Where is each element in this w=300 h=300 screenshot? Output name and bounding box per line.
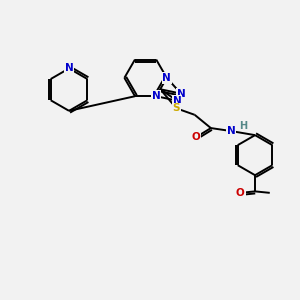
Text: O: O: [191, 133, 200, 142]
Text: N: N: [65, 63, 74, 74]
Text: N: N: [172, 96, 181, 106]
Text: S: S: [173, 103, 180, 113]
Text: N: N: [177, 88, 185, 99]
Text: H: H: [239, 121, 247, 131]
Text: O: O: [236, 188, 245, 198]
Text: N: N: [162, 73, 171, 83]
Text: N: N: [152, 91, 161, 101]
Text: N: N: [226, 126, 235, 136]
